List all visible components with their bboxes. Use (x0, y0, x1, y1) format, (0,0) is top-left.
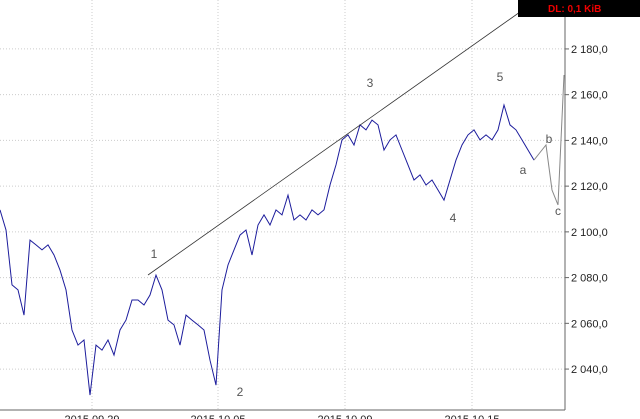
wave-label: b (546, 132, 553, 146)
x-tick-label: 2015.10.09 (317, 414, 372, 419)
plot-area (0, 0, 565, 410)
status-box (518, 0, 640, 17)
y-tick-label: 2 100,0 (571, 227, 608, 239)
y-tick-label: 2 040,0 (571, 364, 608, 376)
series-line (0, 103, 535, 396)
y-tick-label: 2 060,0 (571, 318, 608, 330)
y-tick-label: 2 080,0 (571, 273, 608, 285)
wave-label: a (520, 163, 527, 177)
wave-label: 3 (367, 76, 374, 90)
trend-line (147, 11, 521, 276)
y-tick-label: 2 180,0 (571, 44, 608, 56)
wave-label: 1 (151, 247, 158, 261)
x-tick-label: 2015.10.15 (444, 414, 499, 419)
status-text: DL: 0,1 KiB (548, 4, 601, 15)
wave-label: 4 (450, 211, 457, 225)
y-tick-label: 2 140,0 (571, 135, 608, 147)
y-tick-label: 2 160,0 (571, 90, 608, 102)
y-tick-label: 2 120,0 (571, 181, 608, 193)
series-line (533, 74, 565, 206)
x-tick-label: 2015.09.29 (64, 414, 119, 419)
wave-label: 5 (497, 70, 504, 84)
wave-label: c (555, 204, 561, 218)
wave-label: 2 (237, 385, 244, 399)
x-tick-label: 2015.10.05 (190, 414, 245, 419)
